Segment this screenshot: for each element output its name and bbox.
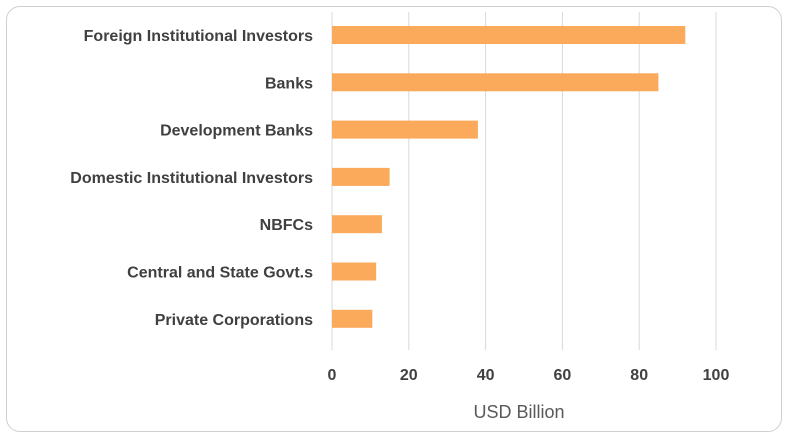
x-tick-label: 40 <box>477 367 495 384</box>
grid-layer <box>331 12 717 350</box>
bar <box>332 309 373 328</box>
bar <box>332 73 659 92</box>
x-tick-label: 60 <box>554 367 572 384</box>
x-tick-label: 100 <box>703 367 730 384</box>
bar <box>332 167 390 186</box>
bar-layer <box>332 26 686 328</box>
x-tick-layer: 0 20 40 60 80 100 <box>328 367 730 384</box>
bar <box>332 262 377 281</box>
x-tick-label: 80 <box>630 367 648 384</box>
x-tick-label: 20 <box>400 367 418 384</box>
category-label: Private Corporations <box>155 312 313 329</box>
category-label: NBFCs <box>260 217 313 234</box>
category-label: Development Banks <box>160 123 313 140</box>
x-tick-label: 0 <box>328 367 337 384</box>
category-label-layer: Foreign Institutional Investors Banks Deve… <box>70 28 313 329</box>
category-label: Central and State Govt.s <box>127 265 313 282</box>
category-label: Domestic Institutional Investors <box>70 170 313 187</box>
x-axis-title: USD Billion <box>473 402 564 422</box>
bar <box>332 215 382 234</box>
category-label: Banks <box>265 75 313 92</box>
category-label: Foreign Institutional Investors <box>84 28 313 45</box>
bar <box>332 26 686 44</box>
bar <box>332 120 478 139</box>
